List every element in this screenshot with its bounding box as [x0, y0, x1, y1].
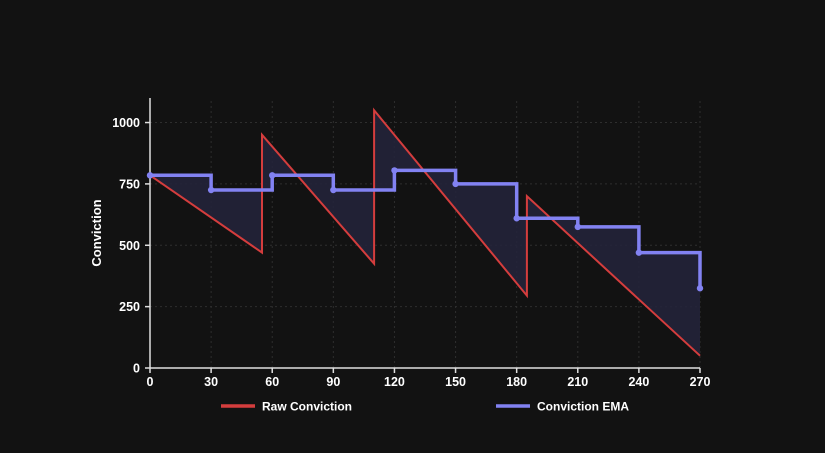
- x-tick-label-240: 240: [628, 375, 649, 389]
- y-tick-label-750: 750: [119, 177, 140, 191]
- y-tick-label-0: 0: [133, 362, 140, 376]
- ema-point-270: [696, 285, 704, 292]
- ema-point-120: [391, 167, 398, 174]
- x-tick-label-90: 90: [326, 375, 340, 389]
- y-axis-title: Conviction: [89, 199, 104, 266]
- tick-labels: 0 30 60 90 120 150 180 210 240 270 0 250 500 750 1000: [112, 116, 710, 389]
- ema-point-180: [513, 215, 520, 222]
- area-between-series: [150, 110, 700, 356]
- raw-conviction-series: [149, 107, 701, 357]
- raw-conviction-line: [149, 107, 701, 357]
- y-tick-label-1000: 1000: [112, 116, 140, 130]
- ema-point-30: [207, 186, 215, 194]
- ema-point-210: [574, 223, 581, 231]
- ema-point-0: [146, 172, 154, 179]
- x-tick-label-150: 150: [445, 375, 466, 389]
- x-tick-label-210: 210: [567, 375, 588, 389]
- x-tick-label-60: 60: [265, 375, 279, 389]
- ema-point-60: [269, 172, 276, 179]
- ema-point-240: [635, 249, 643, 256]
- y-tick-label-500: 500: [119, 239, 140, 253]
- conviction-ema-series: [146, 167, 704, 292]
- x-tick-label-180: 180: [506, 375, 527, 389]
- legend-label-raw-conviction: Raw Conviction: [262, 400, 352, 414]
- y-tick-label-250: 250: [119, 300, 140, 314]
- legend-label-conviction-ema: Conviction EMA: [537, 400, 629, 414]
- x-tick-label-270: 270: [690, 375, 711, 389]
- x-tick-label-120: 120: [384, 375, 405, 389]
- fill-area: [150, 110, 700, 356]
- x-tick-label-30: 30: [204, 375, 218, 389]
- ema-point-150: [452, 180, 459, 188]
- legend: Raw Conviction Conviction EMA: [221, 400, 629, 414]
- axes: [145, 98, 701, 373]
- conviction-ema-line: [150, 168, 702, 289]
- ema-point-90: [330, 186, 337, 194]
- x-tick-label-0: 0: [147, 375, 154, 389]
